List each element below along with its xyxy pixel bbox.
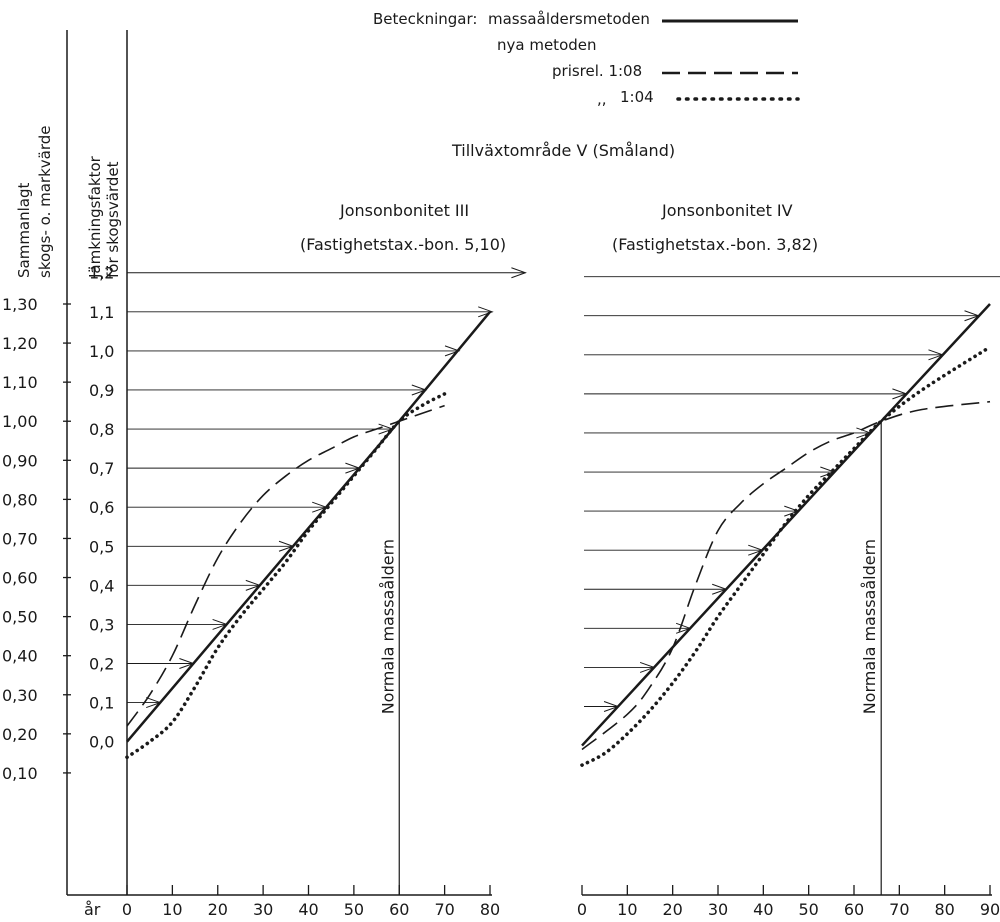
x-axis-tick-label: 70 [434,900,454,919]
x-axis-tick-label: 90 [980,900,1000,919]
x-axis-tick-label: 70 [889,900,909,919]
series-dashed [126,404,445,727]
series-dotted [125,392,447,760]
x-axis-tick-label: 80 [934,900,954,919]
legend-dashed-label: prisrel. 1:08 [552,62,642,80]
legend-solid-label: massaåldersmetoden [488,10,650,28]
factor-axis-tick-label: 0,3 [89,615,114,634]
total-axis-tick-label: 1,30 [2,295,38,314]
panel1-plot: 0 10 20 30 40 50 60 70 80 Normala massaåldern [67,267,527,919]
total-axis-tick-label: 0,30 [2,686,38,705]
x-axis-tick-label: 40 [298,900,318,919]
x-axis-tick-label: 30 [708,900,728,919]
total-axis-tick-label: 1,20 [2,334,38,353]
total-axis-tick-label: 0,10 [2,764,38,783]
factor-axis-tick-label: 0,1 [89,694,114,713]
x-axis-tick-label: 80 [480,900,500,919]
normal-age-label: Normala massaåldern [378,539,397,714]
factor-axis-tick-label: 0,5 [89,537,114,556]
x-axis-tick-label: 20 [662,900,682,919]
factor-axis-tick-label: 1,2 [89,264,114,283]
factor-axis-tick-label: 0,0 [89,733,114,752]
legend: Beteckningar: massaåldersmetoden nya met… [373,10,800,108]
total-axis-tick-label: 1,10 [2,373,38,392]
factor-axis-label-1: Jämkningsfaktor [86,155,104,279]
factor-axis-tick-label: 0,8 [89,420,114,439]
arrow-head [478,306,494,318]
x-axis-tick-label: 60 [389,900,409,919]
total-axis-tick-label: 0,80 [2,490,38,509]
x-axis-tick-label: 30 [253,900,273,919]
legend-heading: Beteckningar: [373,10,477,28]
factor-axis-label-2: för skogsvärdet [104,161,122,278]
x-axis-tick-label: 60 [844,900,864,919]
factor-axis-tick-label: 0,4 [89,576,114,595]
x-axis-tick-label: 0 [122,900,132,919]
x-axis-tick-label: 40 [753,900,773,919]
axes: 1,301,201,101,000,900,800,700,600,500,40… [2,30,128,895]
total-axis-tick-label: 0,70 [2,529,38,548]
x-axis-tick-label: 10 [162,900,182,919]
left-axis-label-2: skogs- o. markvärde [36,126,54,279]
panel1-title: Jonsonbonitet III [339,201,469,220]
factor-axis-tick-label: 0,2 [89,655,114,674]
legend-dotted-prefix: ,, [597,90,607,108]
x-axis-tick-label: 50 [344,900,364,919]
total-axis-tick-label: 1,00 [2,412,38,431]
factor-axis-tick-label: 0,9 [89,381,114,400]
legend-dotted-label: 1:04 [620,88,654,106]
series-dashed [581,400,991,751]
series-dotted [580,345,992,767]
region-title: Tillväxtområde V (Småland) [451,141,675,160]
normal-age-label: Normala massaåldern [860,539,879,714]
factor-axis-tick-label: 0,7 [89,459,114,478]
total-axis-tick-label: 0,50 [2,608,38,627]
total-axis-tick-label: 0,20 [2,725,38,744]
left-axis-label-1: Sammanlagt [15,182,33,278]
total-axis-tick-label: 0,90 [2,451,38,470]
x-axis-tick-label: 10 [617,900,637,919]
factor-axis-tick-label: 1,1 [89,303,114,322]
series-solid [126,311,491,743]
total-axis-tick-label: 0,60 [2,569,38,588]
panel1-subtitle: (Fastighetstax.-bon. 5,10) [300,235,506,254]
x-unit-label: år [84,900,101,919]
x-axis-tick-label: 0 [577,900,587,919]
legend-nya-label: nya metoden [497,36,597,54]
x-axis-tick-label: 20 [208,900,228,919]
factor-axis-tick-label: 0,6 [89,498,114,517]
panel2-plot: 0 10 20 30 40 50 60 70 80 90 Normala massaåldern [577,276,1000,919]
panel2-title: Jonsonbonitet IV [661,201,793,220]
factor-axis-tick-label: 1,0 [89,342,114,361]
panel2-subtitle: (Fastighetstax.-bon. 3,82) [612,235,818,254]
total-axis-tick-label: 0,40 [2,647,38,666]
x-axis-tick-label: 50 [798,900,818,919]
arrow-head [511,267,527,279]
